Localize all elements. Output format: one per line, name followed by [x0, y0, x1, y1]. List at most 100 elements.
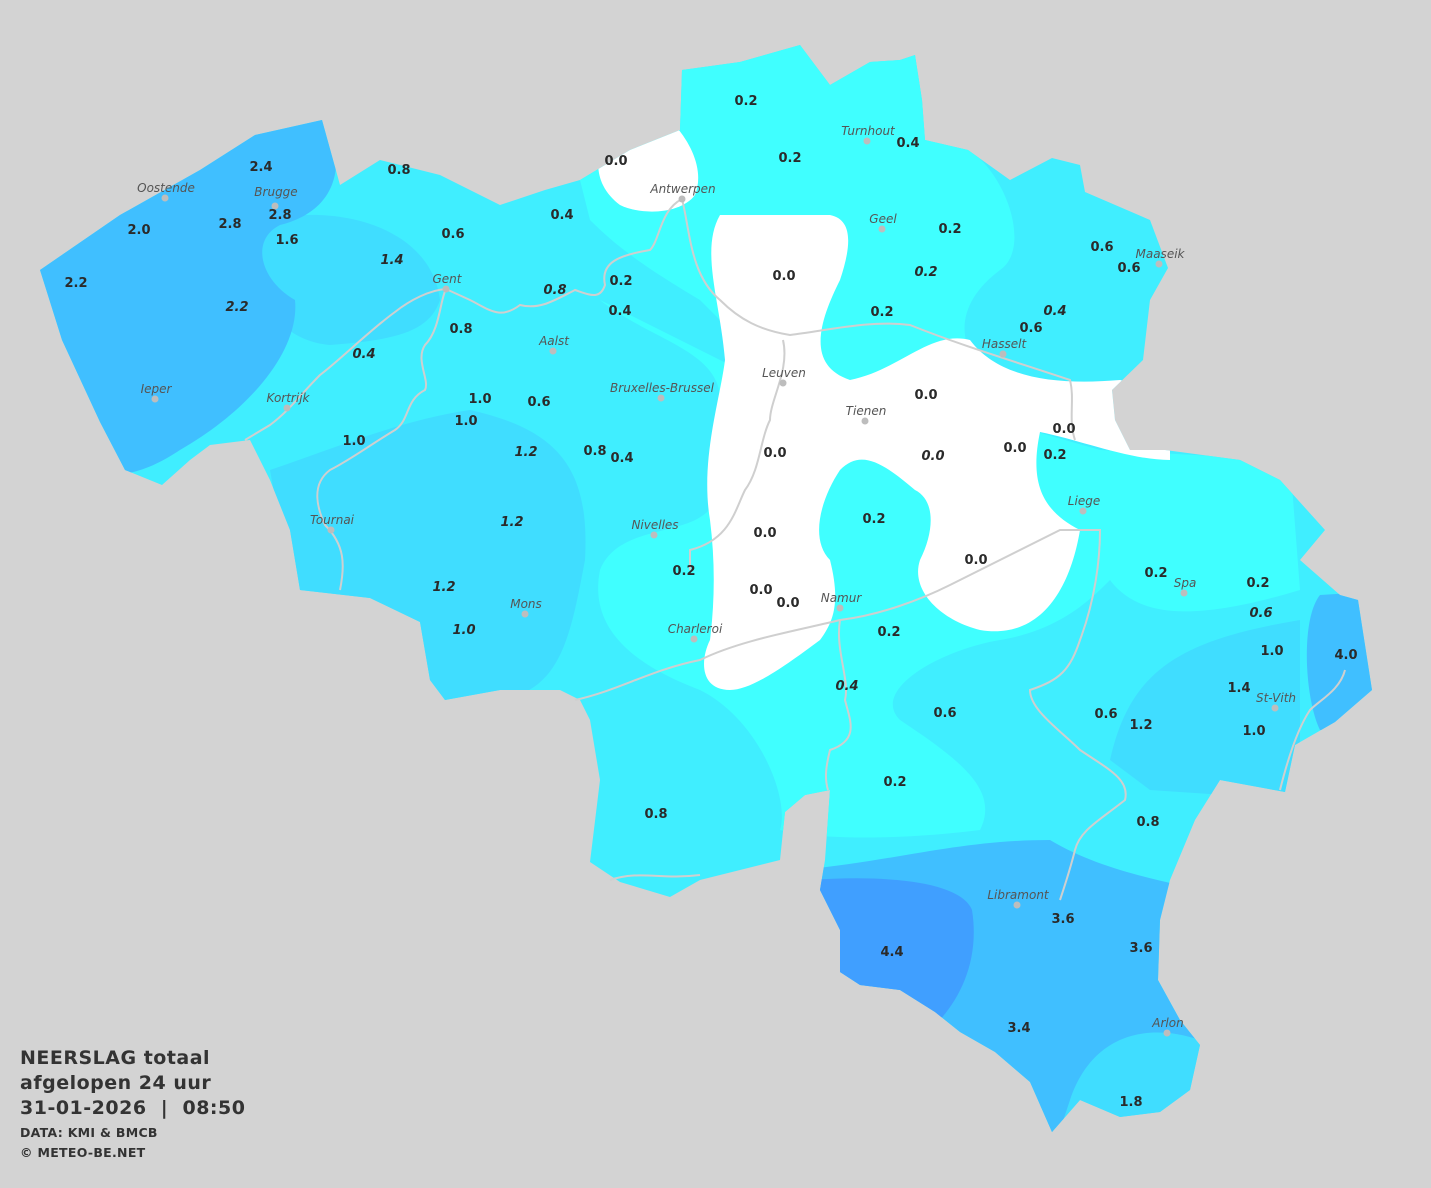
precip-value-label: 0.2: [609, 274, 632, 289]
precip-value-label: 0.2: [734, 94, 757, 109]
precip-value-label: 1.0: [342, 434, 365, 449]
precip-value-label: 0.8: [387, 163, 410, 178]
precip-value-label: 0.0: [604, 154, 627, 169]
city-label-tournai: Tournai: [310, 513, 355, 527]
city-label-namur: Namur: [821, 591, 863, 605]
city-layer: Oostende Brugge Antwerpen Turnhout Geel Maase…: [137, 124, 1296, 1037]
precip-value-label: 2.8: [268, 208, 291, 223]
precip-value-label: 0.4: [835, 679, 858, 694]
map-legend: NEERSLAG totaal afgelopen 24 uur 31-01-2…: [20, 1046, 245, 1163]
precip-value-label: 1.4: [1227, 681, 1250, 696]
city-marker-aalst: [549, 347, 557, 355]
city-marker-libramont: [1013, 901, 1021, 909]
precip-value-label: 0.4: [610, 451, 633, 466]
precip-value-label: 0.4: [608, 304, 631, 319]
precip-value-label: 0.2: [1043, 448, 1066, 463]
precip-value-label: 1.2: [500, 515, 523, 530]
city-label-liege: Liege: [1068, 494, 1100, 508]
river-sambre-meuse: [574, 529, 1127, 901]
precip-value-label: 0.6: [527, 395, 550, 410]
city-label-maaseik: Maaseik: [1136, 247, 1186, 261]
precip-value-label: 2.2: [225, 300, 248, 315]
precip-value-label: 0.0: [772, 269, 795, 284]
precip-value-label: 3.4: [1007, 1021, 1030, 1036]
city-label-turnhout: Turnhout: [841, 124, 896, 138]
city-label-st-vith: St-Vith: [1256, 691, 1296, 705]
precip-value-label: 1.4: [380, 253, 403, 268]
river-scheldt: [316, 198, 683, 591]
precip-value-label: 0.0: [1003, 441, 1026, 456]
precip-value-label: 0.2: [938, 222, 961, 237]
precip-value-label: 0.0: [1052, 422, 1075, 437]
precip-value-label: 1.0: [1260, 644, 1283, 659]
city-label-tienen: Tienen: [846, 404, 887, 418]
precip-value-label: 0.2: [778, 151, 801, 166]
precip-value-label: 0.6: [1117, 261, 1140, 276]
legend-separator: |: [160, 1097, 169, 1119]
city-marker-liege: [1079, 507, 1087, 515]
city-marker-leuven: [779, 379, 787, 387]
city-marker-charleroi: [690, 635, 698, 643]
precip-value-label: 0.8: [543, 283, 566, 298]
city-marker-ieper: [151, 395, 159, 403]
city-label-arlon: Arlon: [1151, 1016, 1183, 1030]
precip-value-label: 0.4: [550, 208, 573, 223]
city-label-geel: Geel: [869, 212, 897, 226]
precip-values: 0.2 0.2 0.4 0.0 0.4 0.8 2.4 2.8 2.0 2.8 1.6 0.6 2.2 1…: [64, 94, 1357, 1110]
precip-value-label: 0.2: [1144, 566, 1167, 581]
legend-title: NEERSLAG totaal: [20, 1047, 211, 1069]
city-marker-arlon: [1163, 1029, 1171, 1037]
city-label-brugge: Brugge: [254, 185, 297, 199]
zone-medium: [249, 214, 440, 345]
precip-value-label: 2.4: [249, 160, 272, 175]
legend-date: 31-01-2026: [20, 1097, 147, 1119]
city-marker-maaseik: [1155, 260, 1163, 268]
precip-value-label: 0.4: [1043, 304, 1066, 319]
precip-value-label: 0.4: [352, 347, 375, 362]
river-semois: [609, 874, 701, 881]
zone-zero: [704, 215, 1170, 690]
precip-value-label: 1.0: [468, 392, 491, 407]
legend-copyright: © METEO-BE.NET: [20, 1145, 146, 1160]
precip-value-label: 0.0: [964, 553, 987, 568]
precip-value-label: 3.6: [1051, 912, 1074, 927]
precip-value-label: 0.2: [1246, 576, 1269, 591]
precip-value-label: 1.0: [454, 414, 477, 429]
river-ourthe: [1279, 669, 1346, 791]
precip-value-label: 0.6: [1094, 707, 1117, 722]
precip-value-label: 0.2: [870, 305, 893, 320]
city-marker-namur: [836, 604, 844, 612]
precip-value-label: 0.0: [753, 526, 776, 541]
city-label-antwerpen: Antwerpen: [649, 182, 715, 196]
city-label-mons: Mons: [510, 597, 542, 611]
precip-value-label: 1.2: [432, 580, 455, 595]
legend-source: DATA: KMI & BMCB: [20, 1125, 158, 1140]
city-label-nivelles: Nivelles: [631, 518, 678, 532]
legend-time: 08:50: [182, 1097, 246, 1119]
city-label-gent: Gent: [433, 272, 463, 286]
city-marker-tienen: [861, 417, 869, 425]
precip-value-label: 2.0: [127, 223, 150, 238]
city-label-hasselt: Hasselt: [982, 337, 1028, 351]
precip-value-label: 1.0: [452, 623, 475, 638]
precip-zones: [40, 45, 1372, 1132]
city-label-charleroi: Charleroi: [668, 622, 723, 636]
precip-value-label: 2.2: [64, 276, 87, 291]
city-marker-turnhout: [863, 137, 871, 145]
city-marker-spa: [1180, 589, 1188, 597]
city-label-ieper: Ieper: [141, 382, 173, 396]
precip-value-label: 0.6: [1249, 606, 1272, 621]
precip-value-label: 0.8: [449, 322, 472, 337]
zone-medium: [270, 410, 586, 720]
precip-value-label: 0.6: [933, 706, 956, 721]
precip-value-label: 0.0: [776, 596, 799, 611]
river-leie: [244, 288, 447, 441]
legend-datetime: 31-01-2026 | 08:50: [20, 1096, 245, 1121]
precip-value-label: 0.6: [441, 227, 464, 242]
rivers: [244, 198, 1346, 901]
city-marker-bruxelles-brussel: [657, 394, 665, 402]
city-label-bruxelles-brussel: Bruxelles-Brussel: [610, 381, 715, 395]
precip-value-label: 0.2: [877, 625, 900, 640]
city-marker-geel: [878, 225, 886, 233]
